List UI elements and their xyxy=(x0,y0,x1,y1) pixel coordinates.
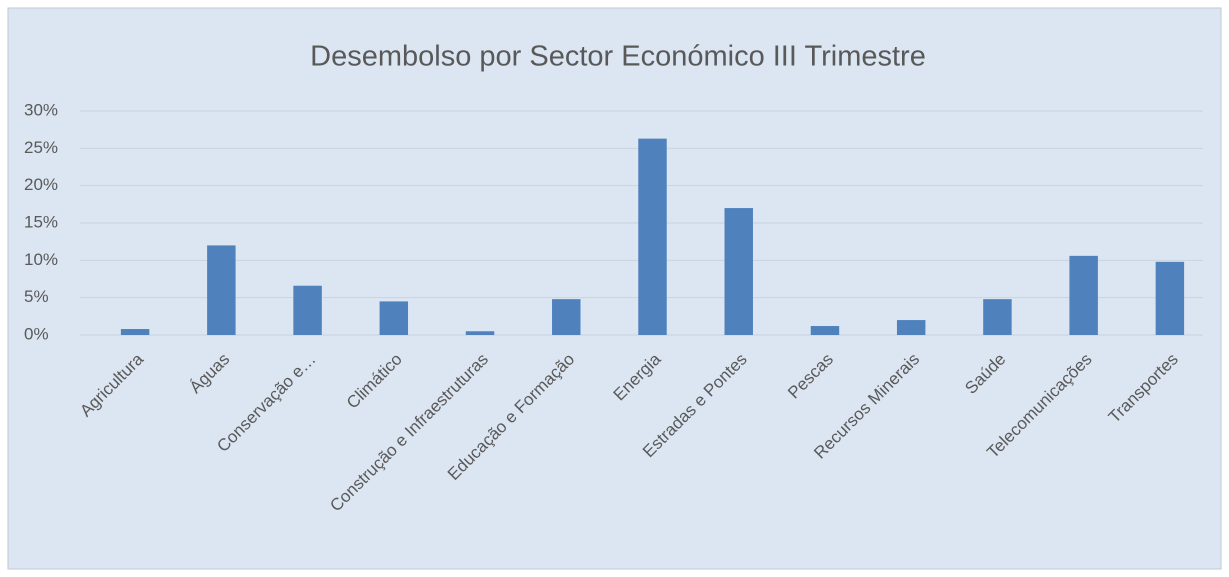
y-tick-label: 20% xyxy=(24,175,58,194)
chart-title: Desembolso por Sector Económico III Trim… xyxy=(310,41,926,73)
y-tick-label: 0% xyxy=(24,324,49,343)
bar xyxy=(896,320,926,335)
bar xyxy=(724,208,753,335)
bar xyxy=(983,299,1012,335)
y-tick-label: 5% xyxy=(24,287,49,306)
y-tick-label: 15% xyxy=(24,212,58,231)
y-tick-label: 25% xyxy=(24,138,58,157)
bar xyxy=(638,138,667,335)
chart-background xyxy=(7,7,1222,570)
bar xyxy=(207,245,236,335)
bar xyxy=(379,301,409,335)
bar xyxy=(120,329,150,335)
bar xyxy=(552,299,581,335)
bar xyxy=(1069,255,1098,335)
bar xyxy=(810,326,840,335)
y-tick-label: 30% xyxy=(24,100,58,119)
y-tick-label: 10% xyxy=(24,250,58,269)
bar xyxy=(465,331,495,335)
bar xyxy=(1155,261,1185,335)
bar xyxy=(293,285,322,335)
